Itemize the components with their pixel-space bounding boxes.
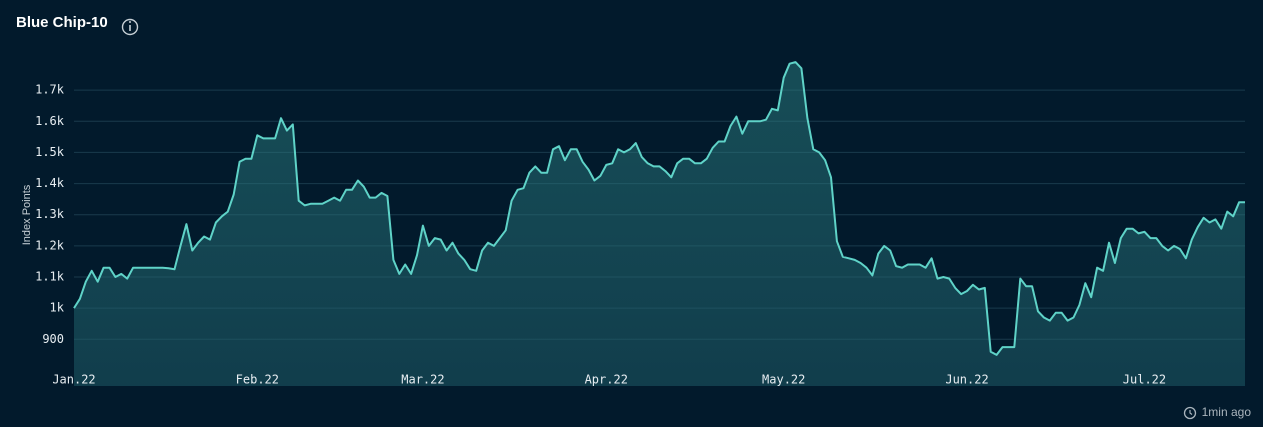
x-tick-label: Apr.22: [585, 373, 628, 387]
y-tick-label: 900: [42, 332, 64, 346]
x-tick-label: Mar.22: [401, 373, 444, 387]
y-tick-label: 1.3k: [35, 207, 65, 221]
y-tick-label: 1.7k: [35, 83, 65, 97]
x-tick-label: Feb.22: [236, 373, 279, 387]
plot-area: 900 1k 1.1k 1.2k 1.3k 1.4k 1.5k 1.6k 1.7k Jan.22 F…: [35, 61, 1245, 387]
y-tick-label: 1.1k: [35, 270, 65, 284]
chart-title: Blue Chip-10: [16, 14, 108, 31]
y-tick-label: 1.4k: [35, 176, 65, 190]
x-tick-label: May.22: [762, 373, 805, 387]
y-axis-label: Index Points: [21, 184, 33, 245]
y-tick-label: 1.5k: [35, 145, 65, 159]
line: [73, 61, 1245, 356]
area-fill: [74, 62, 1245, 386]
y-tick-label: 1.2k: [35, 238, 65, 252]
x-tick-label: Jul.22: [1123, 373, 1166, 387]
x-tick-label: Jan.22: [52, 373, 95, 387]
y-tick-label: 1.6k: [35, 114, 65, 128]
clock-icon: [1183, 406, 1197, 420]
y-tick-label: 1k: [50, 301, 65, 315]
x-tick-label: Jun.22: [945, 373, 988, 387]
info-icon[interactable]: [121, 18, 139, 36]
updated-time: 1min ago: [1202, 405, 1252, 419]
